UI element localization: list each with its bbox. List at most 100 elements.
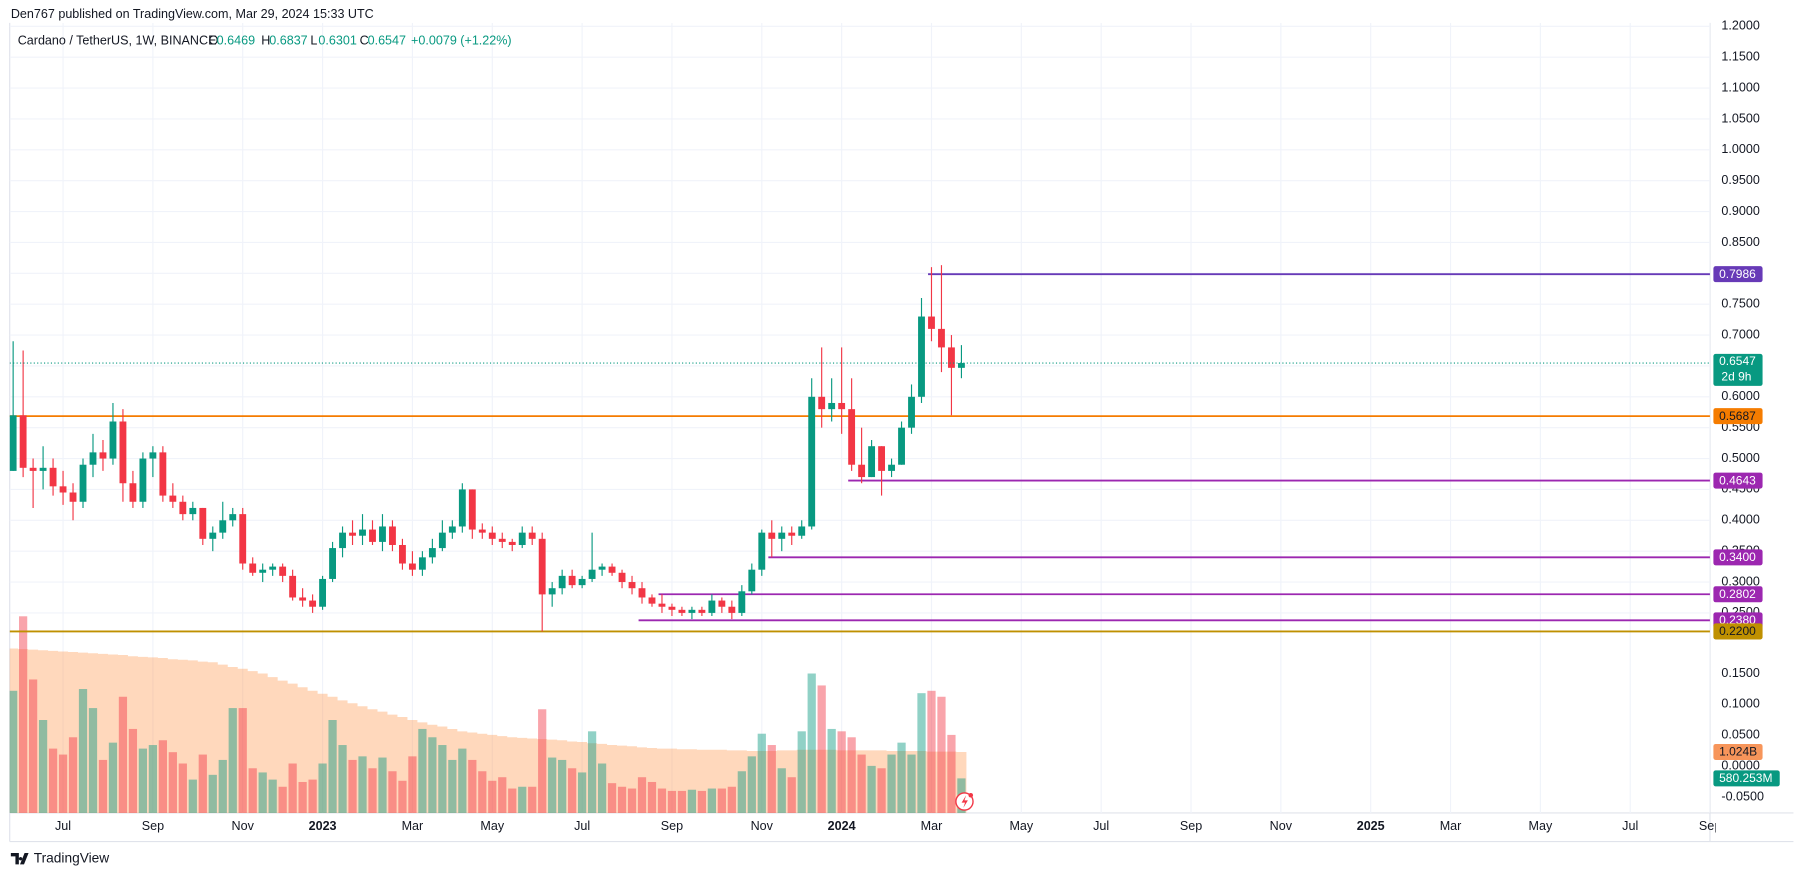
volume-bar [9, 690, 18, 813]
candle-body [159, 452, 167, 496]
volume-bar [558, 759, 567, 813]
candle-body [718, 600, 726, 607]
y-tick-label: 0.9500 [1721, 173, 1759, 187]
y-tick-label: 1.2000 [1721, 19, 1759, 33]
candle-body [389, 526, 396, 545]
volume-bar [318, 763, 327, 813]
candle-body [848, 409, 856, 465]
x-tick-label: May [480, 819, 504, 833]
y2-tick-label: 0.0000 [1721, 758, 1759, 772]
candle-body [588, 569, 596, 579]
candle-body [628, 582, 636, 589]
candle-body [498, 538, 506, 542]
volume-bar [88, 708, 98, 813]
x-tick-label: Nov [1270, 819, 1293, 833]
candle-body [79, 464, 87, 502]
x-tick-label: Jul [574, 819, 590, 833]
y-tick-label: 0.4000 [1721, 513, 1759, 527]
candle-body [438, 532, 446, 549]
level-tag-label: 0.2200 [1719, 624, 1756, 638]
candle-body [29, 467, 37, 471]
volume-bar [68, 737, 78, 813]
candle-body [648, 597, 656, 604]
candle-body [698, 609, 706, 613]
candle-body [399, 544, 406, 564]
volume-bar [827, 728, 836, 813]
candle-body [658, 603, 666, 607]
y-tick-label: 0.3000 [1721, 574, 1759, 588]
volume-bar [368, 768, 377, 813]
volume-bar [667, 790, 677, 813]
candle-body [109, 421, 117, 459]
candle-body [408, 563, 416, 570]
x-tick-label: Jul [1093, 819, 1109, 833]
level-tag [1713, 623, 1763, 640]
candle-body [69, 492, 77, 502]
volume-bar [617, 786, 627, 813]
y2-tick-label: 0.1500 [1721, 666, 1759, 680]
candle-body [259, 569, 267, 573]
grid [9, 22, 1710, 813]
volume-bar [458, 748, 467, 813]
volume-bar [508, 788, 517, 813]
volume-bar [468, 759, 477, 813]
candle-body [558, 575, 566, 589]
volume-bar [438, 745, 447, 813]
volume-bar [937, 696, 946, 813]
candle-body [209, 532, 217, 539]
candle-body [369, 529, 376, 542]
brand[interactable]: TradingView [10, 850, 109, 865]
candle-body [778, 532, 786, 539]
volume-bar [258, 772, 267, 813]
volume-bar [428, 737, 437, 813]
candle-body [179, 501, 187, 515]
level-tag-label: 0.3400 [1719, 550, 1756, 564]
volume-label: 580.253M [1719, 771, 1772, 785]
candle-body [488, 532, 496, 539]
ohlc-letter: C [360, 33, 369, 47]
volume-bar [917, 693, 926, 813]
volume-bar [298, 781, 307, 813]
volume-bar [877, 768, 886, 813]
x-tick-label: Mar [1440, 819, 1462, 833]
volume-bar [817, 685, 826, 813]
candle-body [918, 316, 925, 397]
volume-bar [218, 759, 227, 813]
volume-bar [198, 754, 207, 813]
candle-body [299, 597, 307, 601]
candle-body [788, 532, 796, 536]
legend: Cardano / TetherUS, 1W, BINANCE O 0.6469… [18, 33, 512, 47]
candle-body [678, 609, 686, 613]
volume-bar [637, 777, 647, 813]
countdown: 2d 9h [1721, 369, 1751, 383]
volume-bar [837, 731, 846, 813]
volume-bar [587, 731, 597, 813]
ohlc-value: 0.6547 [368, 33, 406, 47]
alert-icon[interactable] [955, 792, 974, 811]
x-tick-label: Mar [402, 819, 424, 833]
volume-bar [518, 786, 527, 813]
volume-bar [378, 757, 387, 813]
candle-body [738, 591, 746, 613]
volume-bar [108, 742, 118, 813]
candle-body [99, 452, 107, 459]
volume-bar [538, 709, 547, 813]
volume-bar [208, 774, 217, 813]
candle-body [508, 541, 516, 545]
volume-bar [38, 719, 48, 813]
candle-body [59, 486, 67, 493]
volume-bar [28, 679, 38, 813]
candle-body [139, 458, 147, 502]
y2-tick-label: -0.0500 [1721, 789, 1764, 803]
candle-body [129, 483, 137, 502]
y2-tick-label: 0.1000 [1721, 697, 1759, 711]
volume-bar [548, 757, 557, 813]
candle-body [668, 606, 676, 610]
candle-body [748, 569, 756, 592]
ohlc-value: 0.6469 [217, 33, 255, 47]
volume-bar [907, 754, 916, 813]
y-tick-label: 1.0000 [1721, 142, 1759, 156]
candle-body [818, 396, 826, 410]
candle-body [908, 396, 915, 428]
